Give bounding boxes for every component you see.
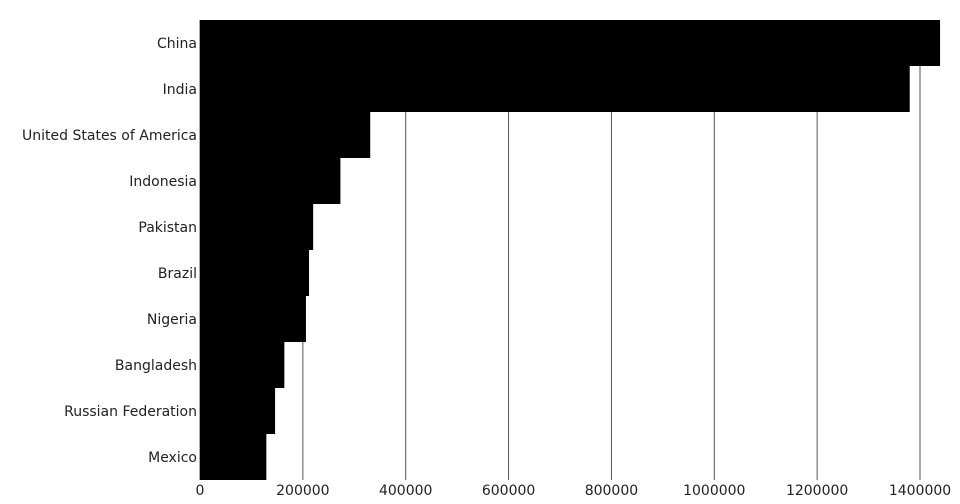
bar-mexico <box>200 434 267 480</box>
x-tick-label: 1200000 <box>786 483 848 499</box>
bar-united-states-of-america <box>200 112 371 158</box>
bar-nigeria <box>200 296 306 342</box>
bar-brazil <box>200 250 310 296</box>
y-category-label: United States of America <box>22 128 197 144</box>
y-category-label: Bangladesh <box>115 358 197 374</box>
x-tick-label: 800000 <box>585 483 638 499</box>
y-category-label: China <box>157 36 197 52</box>
bars <box>200 20 941 480</box>
x-tick-label: 0 <box>196 483 205 499</box>
bar-indonesia <box>200 158 341 204</box>
y-category-label: Mexico <box>148 450 197 466</box>
x-tick-label: 400000 <box>379 483 432 499</box>
x-tick-label: 1000000 <box>683 483 745 499</box>
bar-china <box>200 20 941 66</box>
bar-russian-federation <box>200 388 276 434</box>
y-category-label: India <box>163 82 197 98</box>
y-category-label: Nigeria <box>147 312 197 328</box>
x-tick-label: 600000 <box>482 483 535 499</box>
bar-india <box>200 66 910 112</box>
bar-pakistan <box>200 204 314 250</box>
y-axis-labels: China India United States of America Indone… <box>22 36 197 466</box>
x-axis-labels: 0 200000 400000 600000 800000 1000000 1200000 1… <box>196 483 952 499</box>
bar-bangladesh <box>200 342 285 388</box>
x-tick-label: 1400000 <box>889 483 951 499</box>
y-category-label: Indonesia <box>129 174 197 190</box>
y-category-label: Pakistan <box>138 220 197 236</box>
y-category-label: Brazil <box>158 266 197 282</box>
y-category-label: Russian Federation <box>64 404 197 420</box>
x-tick-label: 200000 <box>276 483 329 499</box>
